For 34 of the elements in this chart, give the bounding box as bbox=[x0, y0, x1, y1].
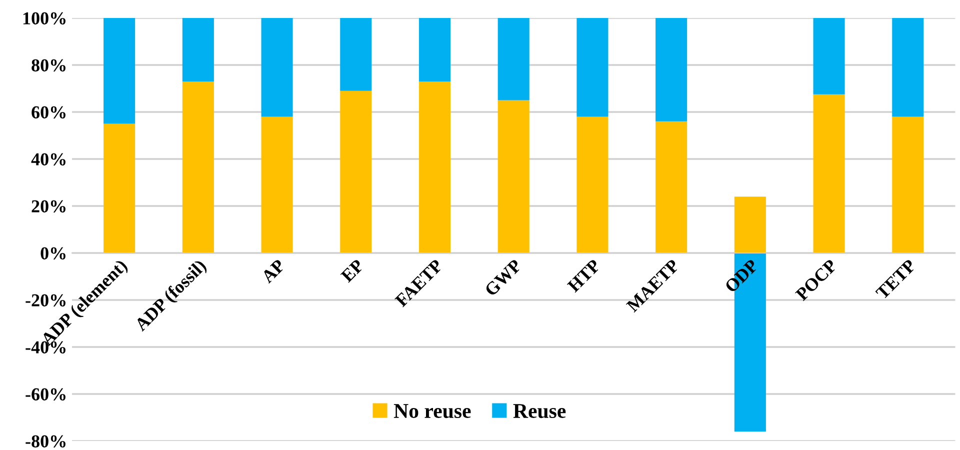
x-tick-label: EP bbox=[340, 258, 364, 283]
y-tick-label: 40% bbox=[31, 153, 66, 166]
bar bbox=[892, 116, 924, 253]
y-tick-label: -20% bbox=[26, 294, 66, 306]
legend-label: No reuse bbox=[394, 404, 471, 418]
bar bbox=[656, 18, 688, 122]
bar bbox=[498, 18, 530, 100]
bar bbox=[104, 18, 136, 124]
bar bbox=[418, 18, 451, 82]
bar bbox=[261, 18, 293, 117]
bar bbox=[261, 116, 293, 253]
y-tick-label: 20% bbox=[32, 200, 66, 212]
x-tick-label: AP bbox=[260, 258, 286, 284]
bar bbox=[813, 94, 845, 253]
bar bbox=[813, 18, 845, 94]
y-tick-label: -80% bbox=[26, 435, 66, 448]
y-tick-label: -60% bbox=[26, 388, 66, 400]
bar bbox=[182, 81, 214, 253]
bar bbox=[418, 81, 451, 253]
bar bbox=[340, 18, 372, 91]
bar bbox=[182, 18, 214, 82]
y-tick-label: 60% bbox=[32, 106, 66, 118]
bar bbox=[498, 100, 530, 253]
legend-label: Reuse bbox=[513, 404, 566, 418]
bar bbox=[892, 18, 924, 117]
bar bbox=[734, 196, 766, 253]
bar bbox=[656, 121, 688, 253]
y-tick-label: 100% bbox=[23, 12, 66, 24]
bar bbox=[576, 116, 608, 253]
bar bbox=[576, 18, 608, 117]
bar bbox=[340, 90, 372, 253]
y-tick-label: 0% bbox=[40, 247, 66, 260]
y-tick-label: 80% bbox=[32, 59, 66, 72]
bar bbox=[104, 124, 136, 253]
